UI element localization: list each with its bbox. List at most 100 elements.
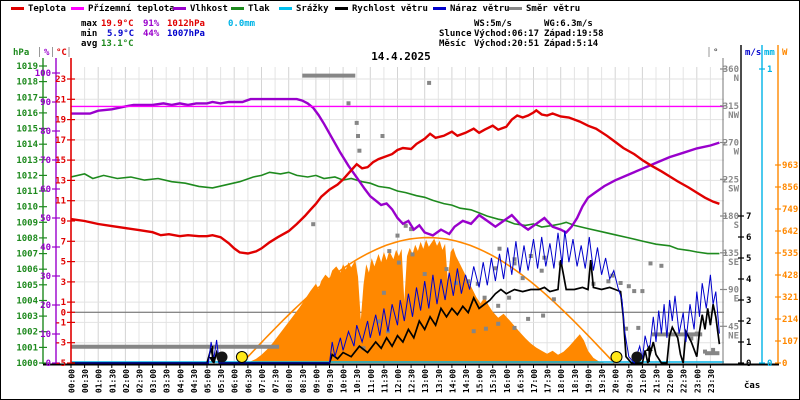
legend-swatch-teplota-icon [11,7,24,10]
svg-text:180: 180 [723,212,739,222]
moon-label: Měsíc [439,39,467,49]
svg-text:80: 80 [40,127,51,137]
svg-text:13: 13 [55,176,66,186]
svg-text:11:30: 11:30 [380,369,389,393]
percent-unit-label: % [44,48,50,58]
svg-text:30: 30 [40,272,51,282]
x-gridlines [84,67,711,363]
legend-item-teplota: Teplota [11,4,66,14]
svg-text:08:30: 08:30 [299,369,308,393]
wind-speed-max: WS:5m/s [474,19,512,29]
svg-text:1019: 1019 [16,62,38,72]
stat-min-humidity: 44% [143,29,160,39]
svg-text:4: 4 [746,275,752,285]
svg-text:13:30: 13:30 [435,369,444,393]
svg-text:10:30: 10:30 [353,369,362,393]
sunset-time: Západ:19:58 [544,29,604,39]
svg-text:321: 321 [782,293,798,303]
svg-text:04:00: 04:00 [176,369,185,393]
svg-text:19: 19 [55,116,66,126]
svg-text:15:00: 15:00 [476,369,485,393]
svg-text:E: E [734,295,739,305]
svg-text:1: 1 [61,298,66,308]
svg-text:19:00: 19:00 [585,369,594,393]
legend-swatch-prizemni-icon [71,7,84,10]
sun-label: Slunce [439,29,472,39]
svg-text:01:30: 01:30 [108,369,117,393]
svg-text:20: 20 [40,301,51,311]
legend-label: Směr větru [526,4,581,14]
series-group [71,73,724,365]
humidity-line [71,97,720,237]
svg-text:1002: 1002 [16,328,38,338]
moonrise-icon [631,345,653,363]
svg-text:1: 1 [746,338,751,348]
svg-text:16:30: 16:30 [516,369,525,393]
svg-text:0: 0 [46,359,51,369]
celsius-unit-label: °C [56,48,67,58]
svg-text:40: 40 [40,243,51,253]
stat-max-label: max [81,19,98,29]
svg-text:1005: 1005 [16,281,38,291]
wind-speed-line [71,259,721,364]
degree-unit-label: ° [713,48,718,58]
legend-item-naraz-vetru: Náraz větru [433,4,510,14]
svg-text:09:00: 09:00 [312,369,321,393]
mm-unit-label: mm [764,48,775,58]
svg-text:-3: -3 [55,339,66,349]
svg-text:225: 225 [723,175,739,185]
svg-text:3: 3 [746,296,751,306]
svg-text:1017: 1017 [16,93,38,103]
stat-max-pressure: 1012hPa [167,19,205,29]
svg-text:SW: SW [728,184,739,194]
svg-text:SE: SE [728,258,739,268]
legend-item-tlak: Tlak [231,4,270,14]
legend-item-smer-vetru: Směr větru [509,4,580,14]
svg-text:1015: 1015 [16,125,38,135]
legend-swatch-smer-icon [509,7,522,10]
svg-text:NE: NE [728,331,739,341]
svg-text:22:00: 22:00 [666,369,675,393]
chart-legend: Teplota Přízemní teplota Vlhkost Tlak Sr… [1,4,799,18]
legend-swatch-tlak-icon [231,7,244,10]
x-axis-title: čas [744,381,761,391]
svg-text:1008: 1008 [16,234,38,244]
svg-text:5: 5 [61,258,66,268]
legend-label: Rychlost větru [352,4,428,14]
wind-speed-axis: 7 6 5 4 3 2 1 0 [738,212,752,369]
svg-text:05:00: 05:00 [204,369,213,393]
svg-text:1006: 1006 [16,265,38,275]
legend-item-prizemni-teplota: Přízemní teplota [71,4,175,14]
moonset-time: Západ:5:14 [544,39,599,49]
sunrise-icon [235,351,248,363]
stat-max-humidity: 91% [143,19,160,29]
svg-text:1014: 1014 [16,140,38,150]
svg-text:-5: -5 [55,359,66,369]
legend-label: Teplota [28,4,66,14]
svg-text:20:00: 20:00 [612,369,621,393]
svg-text:7: 7 [61,237,66,247]
svg-text:23: 23 [55,75,66,85]
svg-text:11:00: 11:00 [367,369,376,393]
svg-text:749: 749 [782,205,798,215]
svg-text:22:30: 22:30 [680,369,689,393]
svg-text:09:30: 09:30 [326,369,335,393]
svg-text:1012: 1012 [16,171,38,181]
legend-swatch-rychlost-icon [335,7,348,10]
svg-text:06:30: 06:30 [244,369,253,393]
time-axis: 00:00 00:30 01:00 01:30 02:00 02:30 03:00 03:30… [68,364,716,393]
svg-text:90: 90 [40,98,51,108]
pressure-axis: 1019 1018 1017 1016 1015 1014 1013 1012 1011 1010… [16,62,47,369]
legend-item-srazky: Srážky [279,4,329,14]
axis-unit-headers: hPa% °C ° m/s mm W [13,48,788,58]
legend-label: Srážky [296,4,329,14]
moonset-icon [209,346,228,363]
svg-text:1000: 1000 [16,359,38,369]
svg-text:07:00: 07:00 [258,369,267,393]
svg-text:3: 3 [61,278,66,288]
precipitation-axis: 10 [759,65,772,369]
sunset-icon [610,351,623,363]
svg-text:428: 428 [782,271,798,281]
svg-text:17:30: 17:30 [544,369,553,393]
svg-text:5: 5 [746,254,751,264]
